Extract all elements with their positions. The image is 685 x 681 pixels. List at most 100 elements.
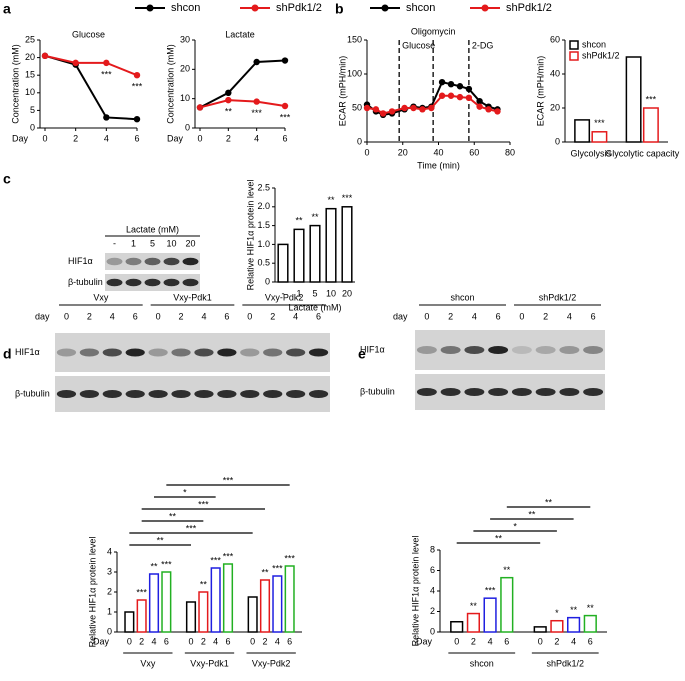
- significance: ***: [251, 108, 262, 118]
- x-axis-label: Time (min): [417, 160, 460, 170]
- y-tick-label: 0.5: [257, 258, 270, 268]
- bar: [210, 567, 221, 633]
- x-tick-label: -: [282, 288, 285, 298]
- blot-band: [308, 348, 329, 357]
- bar: [136, 599, 147, 633]
- bar: [642, 107, 659, 143]
- data-point: [103, 114, 110, 121]
- y-tick-label: 30: [180, 34, 190, 44]
- bracket-label: **: [169, 511, 177, 521]
- legend-label: shPdk1/2: [582, 50, 620, 60]
- lane-label: 4: [567, 311, 572, 321]
- blot-band: [182, 278, 199, 287]
- bracket-label: ***: [223, 475, 234, 485]
- blot-band: [144, 278, 161, 287]
- bar: [277, 243, 289, 283]
- bar: [222, 563, 234, 633]
- blot-band: [163, 257, 180, 266]
- lane-label: 0: [519, 311, 524, 321]
- data-point: [447, 81, 455, 88]
- bracket-label: **: [528, 509, 536, 519]
- group-label: Vxy: [140, 658, 156, 668]
- y-tick-label: 3: [107, 566, 112, 576]
- x-tick-label: 4: [213, 636, 218, 646]
- y-axis-label: ECAR (mPH/min): [535, 56, 545, 127]
- bracket-label: *: [513, 521, 517, 531]
- blot-band: [263, 348, 283, 357]
- bar: [247, 596, 258, 633]
- x-tick-label: 10: [326, 288, 336, 298]
- x-tick-label: 6: [225, 636, 230, 646]
- significance: **: [261, 567, 269, 577]
- y-tick-label: 4: [430, 585, 435, 595]
- significance: **: [225, 107, 233, 117]
- blot-row-label: β-tubulin: [68, 277, 103, 287]
- x-tick-label: 6: [504, 636, 509, 646]
- y-tick-label: 150: [347, 34, 362, 44]
- significance: ***: [284, 553, 295, 563]
- x-tick-label: 20: [398, 147, 408, 157]
- bar: [161, 571, 172, 633]
- x-tick-label: 6: [164, 636, 169, 646]
- blot-row-label: β-tubulin: [15, 388, 50, 398]
- bracket-label: **: [495, 533, 503, 543]
- blot-band: [583, 346, 604, 354]
- x-tick-label: 0: [364, 147, 369, 157]
- blot-band: [240, 348, 260, 357]
- x-axis-label: Day: [93, 636, 110, 646]
- bar: [284, 565, 295, 633]
- x-tick-label: 0: [250, 636, 255, 646]
- y-tick-label: 100: [347, 68, 362, 78]
- series-line: [44, 54, 138, 77]
- blot-group: shcon: [450, 292, 474, 302]
- data-point: [447, 92, 455, 99]
- blot-band: [511, 346, 532, 354]
- x-tick-label: 4: [151, 636, 156, 646]
- y-axis-label: ECAR (mPH/min): [337, 56, 347, 127]
- x-tick-label: 6: [282, 133, 287, 143]
- bar: [567, 616, 581, 633]
- blot-band: [240, 390, 260, 398]
- lane-label: 0: [424, 311, 429, 321]
- blot-band: [263, 390, 283, 398]
- y-axis-label: Relative HIF1α protein level: [87, 537, 97, 648]
- lane-label: 6: [591, 311, 596, 321]
- data-point: [485, 106, 492, 113]
- blot-band: [79, 390, 99, 398]
- chart-title: Lactate: [225, 29, 255, 39]
- data-point: [133, 72, 141, 79]
- significance: **: [327, 195, 335, 205]
- bar: [483, 597, 497, 633]
- blot-strip: [55, 376, 330, 412]
- y-tick-label: 60: [550, 34, 560, 44]
- data-point: [253, 98, 260, 105]
- blot-group: Vxy-Pdk2: [265, 292, 304, 302]
- bar: [325, 207, 337, 283]
- data-point: [456, 83, 464, 90]
- y-tick-label: 0: [555, 136, 560, 146]
- legend-marker: [569, 40, 579, 50]
- blot-header: Lactate (mM): [126, 224, 179, 234]
- blot-band: [102, 348, 122, 357]
- x-tick-label: 20: [342, 288, 352, 298]
- x-tick-label: 2: [73, 133, 78, 143]
- bar: [185, 601, 197, 633]
- blot-band: [56, 348, 77, 357]
- significance: ***: [136, 587, 147, 597]
- significance: ***: [223, 551, 234, 561]
- lane-label: 2: [448, 311, 453, 321]
- bar: [550, 619, 564, 633]
- legend-label: shPdk1/2: [506, 2, 552, 14]
- y-tick-label: 10: [25, 87, 35, 97]
- y-tick-label: 20: [25, 52, 35, 62]
- y-tick-label: 0: [107, 626, 112, 636]
- x-tick-label: 80: [505, 147, 515, 157]
- data-point: [225, 89, 232, 97]
- data-point: [41, 52, 49, 60]
- group-label: Vxy-Pdk2: [252, 658, 291, 668]
- significance: *: [555, 608, 559, 618]
- data-point: [379, 110, 387, 117]
- legend-marker: [146, 4, 154, 12]
- blot-band: [559, 388, 580, 396]
